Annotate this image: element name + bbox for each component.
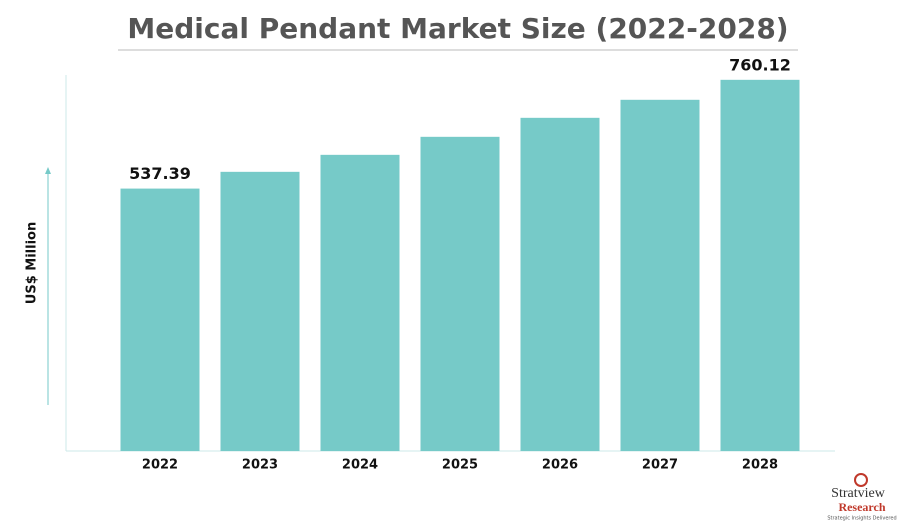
x-tick-label: 2027: [642, 458, 678, 473]
logo-name: Research: [838, 500, 885, 514]
bar: [520, 117, 600, 451]
logo-tagline: Strategic Insights Delivered: [827, 516, 896, 522]
bar: [620, 99, 700, 451]
logo-name: Stratview: [831, 486, 886, 501]
data-label: 760.12: [729, 55, 791, 74]
data-label: 537.39: [129, 164, 191, 183]
bar: [220, 171, 300, 451]
x-tick-label: 2022: [142, 458, 178, 473]
x-tick-label: 2028: [742, 458, 778, 473]
x-tick-label: 2023: [242, 458, 278, 473]
bar: [720, 79, 800, 451]
axis-arrowhead: [45, 167, 51, 174]
y-axis-label: US$ Million: [25, 222, 40, 304]
chart-title: Medical Pendant Market Size (2022-2028): [127, 12, 788, 45]
logo-icon: [854, 473, 868, 487]
bar: [320, 154, 400, 451]
bar: [120, 188, 200, 451]
x-tick-label: 2026: [542, 458, 578, 473]
bar: [420, 136, 500, 452]
x-tick-label: 2025: [442, 458, 478, 473]
x-tick-label: 2024: [342, 458, 378, 473]
